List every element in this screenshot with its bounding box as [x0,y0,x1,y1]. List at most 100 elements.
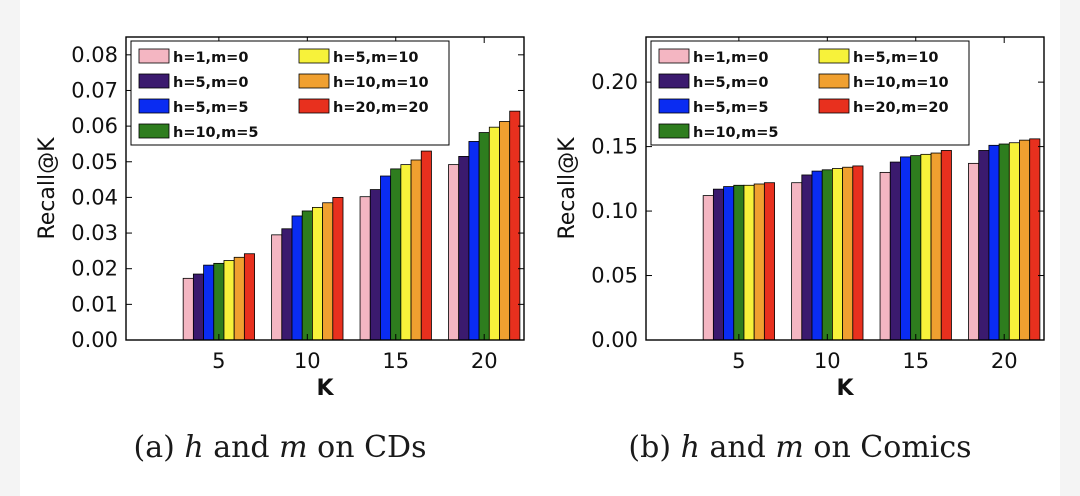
ytick-label: 0.15 [591,135,638,159]
legend-swatch [138,123,170,139]
bar-h5m5-k15 [380,175,392,341]
ytick-label: 0.02 [71,257,118,281]
ytick-label: 0.00 [591,328,638,352]
bar-h10m5-k15 [390,168,402,341]
legend-label: h=5,m=5 [693,100,768,116]
legend-label: h=5,m=5 [173,100,248,116]
x-axis-label: K [316,376,334,401]
legend-swatch [138,73,170,89]
caption-var-m: m [279,430,308,465]
y-axis-label: Recall@K [555,137,580,240]
xtick-label: 15 [902,349,929,373]
bar-h5m0-k10 [281,228,293,341]
bar-h10m10-k10 [322,202,334,341]
bar-h5m10-k10 [312,206,324,341]
xtick-label: 20 [991,349,1018,373]
bar-h10m5-k10 [821,169,833,341]
bar-h5m0-k5 [192,273,204,341]
bar-h5m5-k5 [723,186,735,341]
xtick-label: 10 [294,349,321,373]
bar-h1m0-k20 [448,164,460,341]
bar-h20m20-k15 [940,150,952,341]
bar-h5m10-k15 [400,164,412,341]
caption-var-m: m [775,430,804,465]
legend-box [650,40,970,146]
legend-label: h=10,m=10 [853,75,949,91]
bar-h5m5-k10 [811,170,823,341]
xtick-label: 5 [732,349,745,373]
legend-swatch [138,98,170,114]
bar-h1m0-k10 [271,234,283,341]
caption-suffix: on CDs [307,430,427,465]
bar-h5m10-k15 [920,153,932,341]
bar-h10m5-k5 [213,262,225,341]
bar-h10m5-k15 [910,155,922,341]
bar-h5m0-k10 [801,174,813,341]
legend-swatch [658,98,690,114]
legend-label: h=10,m=10 [333,75,429,91]
chart-panel-comics: 0.00 0.05 0.10 0.15 0.20 5 10 15 20 K Recall@K h=1,… [540,0,1060,496]
bar-h1m0-k5 [182,277,194,341]
legend-label: h=10,m=5 [173,125,259,141]
chart-recall-comics: 0.00 0.05 0.10 0.15 0.20 5 10 15 20 K Recall@K h=1,… [555,36,1045,401]
bar-h10m10-k15 [410,159,422,341]
caption-mid: and [203,430,280,465]
bar-h5m10-k5 [223,260,235,341]
legend-swatch [298,48,330,64]
ytick-label: 0.05 [71,150,118,174]
legend-label: h=5,m=10 [333,50,419,66]
bar-h10m5-k20 [478,132,490,341]
bar-h5m0-k20 [458,156,470,341]
bar-h1m0-k20 [968,162,980,341]
y-axis-label: Recall@K [35,137,60,240]
bars [182,110,521,341]
legend-swatch [818,73,850,89]
caption-prefix: (b) [628,430,681,465]
legend-swatch [658,73,690,89]
legend: h=1,m=0 h=5,m=10 h=5,m=0 h=10,m=10 h=5,m=5 h=… [130,40,450,146]
ytick-label: 0.05 [591,264,638,288]
ytick-label: 0.06 [71,114,118,138]
chart-panel-cds: 0.00 0.01 0.02 0.03 0.04 0.05 0.06 0.07 0.08 5 10 1… [20,0,540,496]
caption-var-h: h [184,430,204,465]
bar-h10m10-k15 [930,152,942,341]
plot-frame [645,36,1045,341]
bar-h5m10-k20 [488,126,500,341]
bar-h5m5-k20 [988,144,1000,341]
ytick-label: 0.03 [71,221,118,245]
bar-h20m20-k10 [852,165,864,341]
ytick-label: 0.04 [71,185,118,209]
bar-h5m10-k20 [1008,142,1020,341]
chart-recall-cds: 0.00 0.01 0.02 0.03 0.04 0.05 0.06 0.07 0.08 5 10 1… [35,36,525,401]
caption-cds: (a) h and m on CDs [20,430,540,465]
ytick-label: 0.10 [591,199,638,223]
xtick-label: 15 [382,349,409,373]
bar-h5m5-k5 [203,264,215,341]
xtick-label: 20 [471,349,498,373]
ytick-label: 0.00 [71,328,118,352]
bar-h5m5-k10 [291,215,303,341]
legend-swatch [818,98,850,114]
xtick-label: 5 [212,349,225,373]
bar-h1m0-k10 [791,182,803,341]
ytick-label: 0.08 [71,43,118,67]
bars [702,138,1041,341]
bar-h20m20-k20 [509,110,521,341]
bar-h5m10-k5 [743,184,755,341]
legend-swatch [138,48,170,64]
bar-h10m10-k5 [753,183,765,341]
bar-h10m5-k5 [733,184,745,341]
bar-h10m10-k5 [233,256,245,341]
bar-h5m10-k10 [832,168,844,341]
legend: h=1,m=0 h=5,m=10 h=5,m=0 h=10,m=10 h=5,m=5 h=… [650,40,970,146]
bar-h5m5-k15 [900,156,912,341]
bar-h5m0-k5 [712,188,724,341]
legend-label: h=5,m=0 [693,75,768,91]
legend-label: h=20,m=20 [333,100,429,116]
ytick-label: 0.07 [71,78,118,102]
bar-h20m20-k10 [332,197,344,341]
legend-label: h=20,m=20 [853,100,949,116]
bar-h1m0-k5 [702,195,714,341]
bar-h10m10-k20 [1019,139,1031,341]
bar-h20m20-k15 [420,150,432,341]
